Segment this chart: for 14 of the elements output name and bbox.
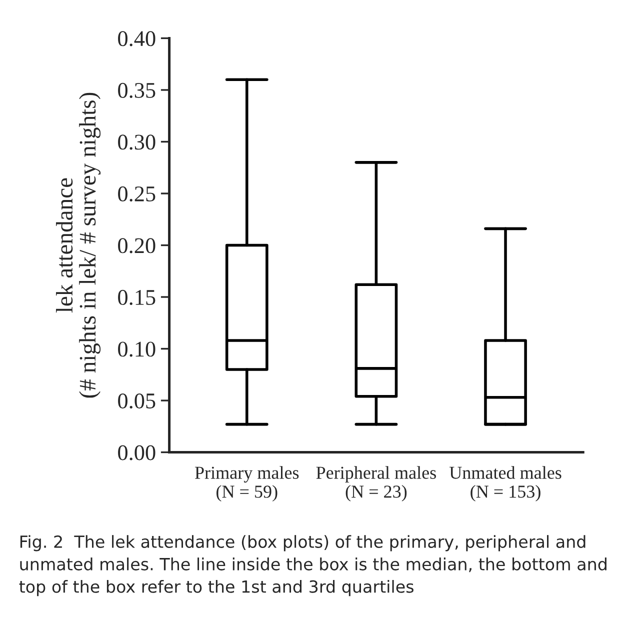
x-tick-label: Peripheral males (N = 23)	[316, 466, 436, 502]
y-tick-label: 0.25	[118, 186, 156, 202]
y-tick-label: 0.20	[118, 238, 156, 254]
y-tick-label: 0.00	[118, 445, 156, 460]
x-tick-label: Primary males (N = 59)	[195, 466, 299, 502]
y-tick-label: 0.30	[118, 134, 156, 150]
y-tick-label: 0.15	[118, 290, 156, 306]
y-tick-label: 0.10	[118, 342, 156, 357]
y-tick-label: 0.35	[118, 82, 156, 98]
caption: Fig. 2 The lek attendance (box plots) of the primary, peripheral and unmated males. The line inside the box is the median, the bottom and top of the box refer to the 1st and 3rd quartiles	[19, 535, 606, 596]
y-axis-title: lek attendance (# nights in lek/ # survey nights)	[56, 92, 101, 398]
x-tick-label: Unmated males (N = 153)	[449, 466, 562, 502]
y-tick-label: 0.05	[118, 393, 156, 409]
y-tick-label: 0.40	[118, 31, 156, 46]
